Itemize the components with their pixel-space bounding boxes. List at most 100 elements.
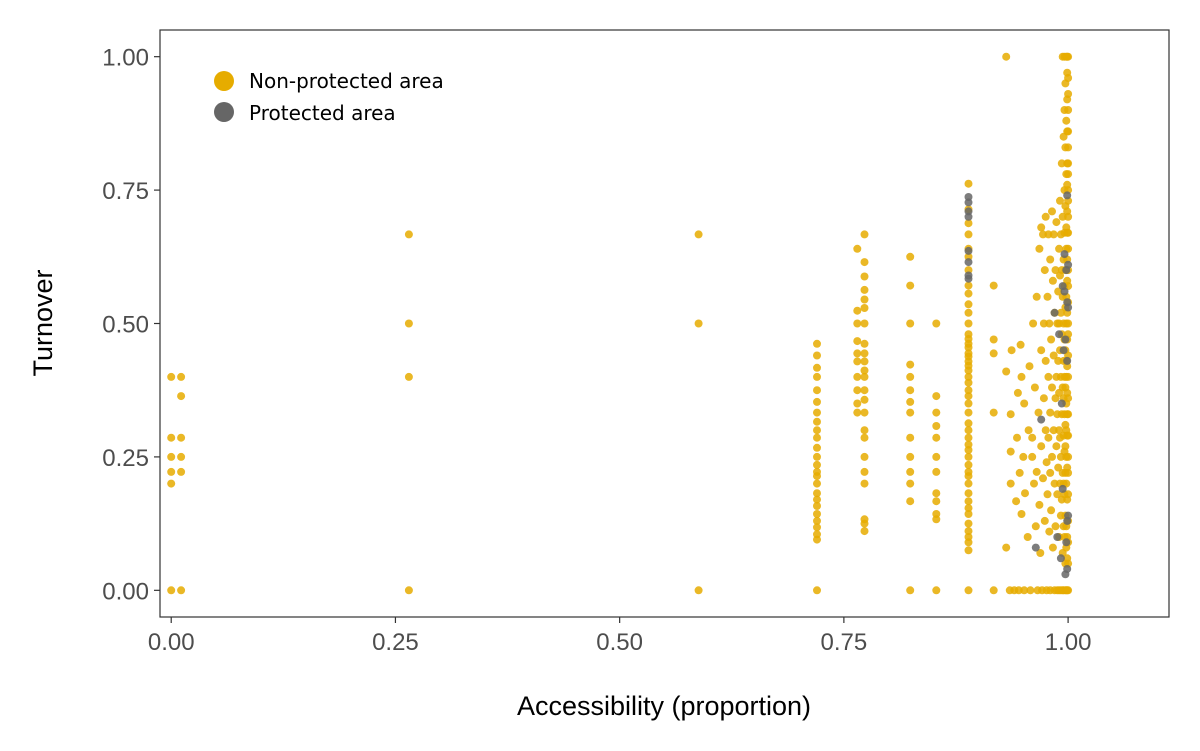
data-point-non-protected xyxy=(906,433,915,442)
data-point-non-protected xyxy=(964,378,973,387)
legend-label-protected: Protected area xyxy=(249,101,396,125)
data-point-non-protected xyxy=(860,319,869,328)
data-point-protected xyxy=(1064,303,1073,312)
data-point-protected xyxy=(1063,565,1072,573)
data-point-non-protected xyxy=(964,527,973,536)
data-point-non-protected xyxy=(813,408,821,417)
y-tick-label: 0.25 xyxy=(102,445,149,472)
x-tick-label: 1.00 xyxy=(1045,629,1092,656)
data-point-non-protected xyxy=(1053,490,1062,499)
data-point-non-protected xyxy=(1064,212,1073,221)
data-point-non-protected xyxy=(1064,431,1073,440)
data-point-non-protected xyxy=(1032,467,1041,476)
y-tick-label: 1.00 xyxy=(102,45,149,72)
data-point-non-protected xyxy=(964,546,973,555)
data-point-non-protected xyxy=(932,319,941,328)
data-point-non-protected xyxy=(1037,442,1046,451)
data-point-non-protected xyxy=(860,295,869,304)
data-point-non-protected xyxy=(1023,533,1032,541)
data-point-non-protected xyxy=(177,372,186,381)
data-point-non-protected xyxy=(813,339,821,348)
data-point-non-protected xyxy=(1046,468,1055,477)
data-point-non-protected xyxy=(964,479,973,488)
data-point-non-protected xyxy=(1048,383,1056,392)
data-point-protected xyxy=(1031,543,1040,552)
data-point-non-protected xyxy=(1047,506,1056,515)
data-point-non-protected xyxy=(1037,346,1046,355)
data-point-protected xyxy=(1063,191,1072,200)
data-point-non-protected xyxy=(813,363,821,372)
data-point-non-protected xyxy=(964,519,973,528)
data-point-non-protected xyxy=(1049,351,1058,360)
data-point-protected xyxy=(964,258,973,267)
data-point-non-protected xyxy=(853,399,862,408)
data-point-non-protected xyxy=(964,489,973,498)
data-point-non-protected xyxy=(1064,90,1073,98)
data-point-non-protected xyxy=(853,337,862,346)
data-point-non-protected xyxy=(167,586,176,595)
data-point-protected xyxy=(1055,330,1064,339)
data-point-non-protected xyxy=(1034,408,1043,417)
data-point-non-protected xyxy=(1064,106,1073,114)
data-point-non-protected xyxy=(813,586,821,595)
legend: Non-protected area Protected area xyxy=(214,69,444,125)
data-point-non-protected xyxy=(860,433,869,442)
legend-label-non-protected: Non-protected area xyxy=(249,69,444,93)
data-point-non-protected xyxy=(813,351,821,360)
y-axis: 0.00 0.25 0.50 0.75 1.00 xyxy=(102,45,160,605)
data-point-non-protected xyxy=(964,440,973,449)
data-point-non-protected xyxy=(860,349,869,358)
data-point-non-protected xyxy=(932,489,941,498)
data-point-non-protected xyxy=(932,433,941,442)
data-point-non-protected xyxy=(1062,116,1071,125)
data-point-non-protected xyxy=(813,452,821,461)
data-point-non-protected xyxy=(964,408,973,417)
data-point-non-protected xyxy=(1042,458,1051,467)
data-point-non-protected xyxy=(860,366,869,375)
data-point-non-protected xyxy=(1013,433,1021,442)
data-point-non-protected xyxy=(964,533,973,541)
data-point-non-protected xyxy=(964,586,973,595)
data-point-non-protected xyxy=(860,339,869,348)
data-point-non-protected xyxy=(853,408,862,417)
data-point-non-protected xyxy=(1012,497,1021,506)
data-point-non-protected xyxy=(177,586,186,595)
legend-key-protected xyxy=(214,102,234,122)
data-point-non-protected xyxy=(1064,468,1073,477)
data-point-non-protected xyxy=(932,586,941,595)
data-point-non-protected xyxy=(906,281,915,290)
data-point-protected xyxy=(1050,308,1059,317)
data-point-non-protected xyxy=(964,460,973,469)
data-point-non-protected xyxy=(813,516,821,525)
data-point-non-protected xyxy=(860,452,869,461)
data-point-protected xyxy=(1064,511,1073,520)
data-point-protected xyxy=(1059,346,1068,355)
x-tick-label: 0.00 xyxy=(148,629,195,656)
data-point-non-protected xyxy=(860,408,869,417)
data-point-non-protected xyxy=(1064,319,1073,328)
data-point-non-protected xyxy=(964,281,973,290)
data-point-protected xyxy=(964,207,973,216)
data-point-non-protected xyxy=(694,230,703,239)
data-point-non-protected xyxy=(813,502,821,510)
data-point-non-protected xyxy=(964,467,973,476)
data-point-protected xyxy=(1053,533,1062,541)
data-point-non-protected xyxy=(1055,426,1064,435)
data-point-non-protected xyxy=(813,417,821,426)
data-point-non-protected xyxy=(1051,522,1060,531)
x-tick-label: 0.25 xyxy=(372,629,419,656)
data-point-non-protected xyxy=(964,419,973,428)
data-point-non-protected xyxy=(853,319,862,328)
data-point-non-protected xyxy=(1028,433,1037,442)
data-point-non-protected xyxy=(1002,52,1011,61)
data-point-non-protected xyxy=(860,426,869,435)
data-point-non-protected xyxy=(853,244,862,253)
data-point-protected xyxy=(1060,287,1069,296)
data-point-non-protected xyxy=(1045,527,1054,536)
data-point-protected xyxy=(964,193,973,201)
data-point-non-protected xyxy=(1048,207,1056,216)
data-point-non-protected xyxy=(167,433,176,442)
data-point-non-protected xyxy=(964,372,973,381)
data-point-non-protected xyxy=(1025,362,1034,371)
